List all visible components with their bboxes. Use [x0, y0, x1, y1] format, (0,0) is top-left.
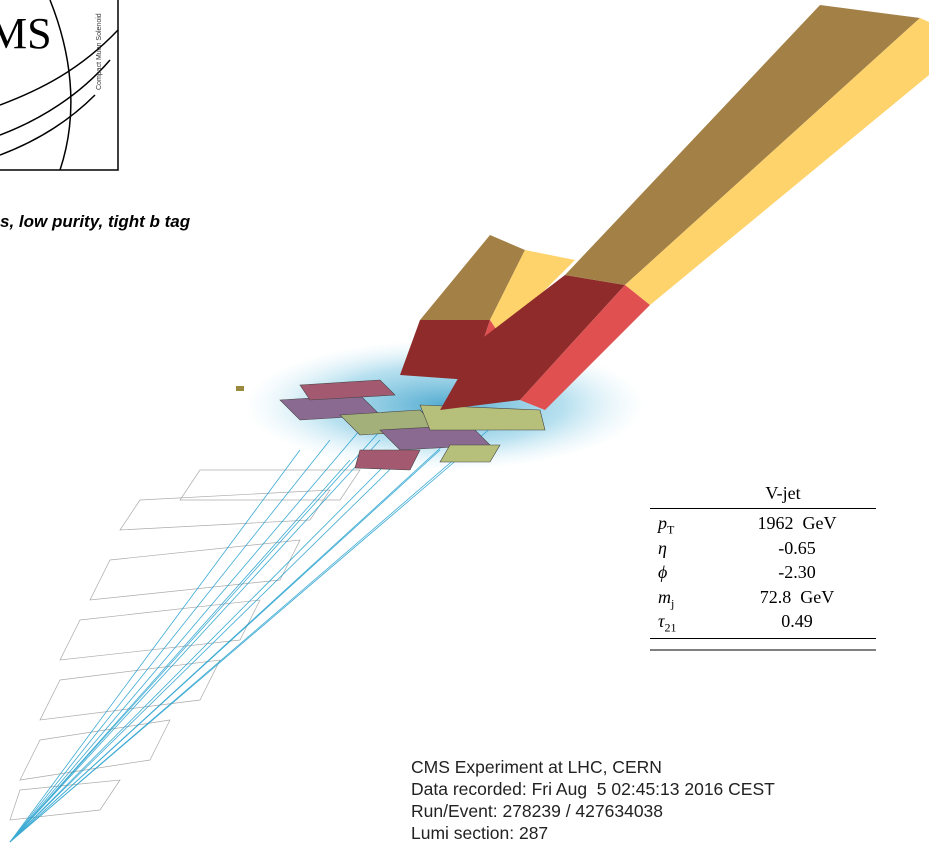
calorimeter-outline	[9, 469, 361, 821]
info-line: Lumi section: 287	[411, 823, 549, 843]
table-row: η -0.65	[650, 536, 876, 561]
ecal-tiles	[279, 379, 546, 471]
symbol: η	[658, 537, 667, 558]
table-row: mj 72.8 GeV	[650, 585, 876, 611]
info-line: Data recorded: Fri Aug 5 02:45:13 2016 C…	[411, 779, 775, 799]
marker	[236, 386, 244, 391]
event-info: CMS Experiment at LHC, CERN Data recorded…	[411, 756, 775, 844]
info-line: Run/Event: 278239 / 427634038	[411, 801, 664, 821]
symbol-subscript: j	[671, 596, 675, 611]
symbol-subscript: T	[667, 522, 675, 537]
caption: s, low purity, tight b tag	[0, 212, 191, 231]
symbol: ϕ	[658, 562, 668, 582]
table-header: V-jet	[650, 478, 876, 509]
value: -0.65	[778, 537, 816, 558]
symbol-cell: τ21	[650, 609, 718, 635]
value: -2.30	[778, 562, 816, 582]
logo-text: MS	[0, 9, 52, 58]
jet-table: V-jet pT 1962 GeV η -0.65 ϕ -2.30 mj 72.8 GeV τ2…	[650, 478, 876, 639]
jet-large	[440, 5, 929, 410]
symbol-subscript: 21	[664, 620, 677, 635]
logo-graphic	[0, 0, 119, 171]
symbol: m	[658, 586, 671, 607]
value: 1962 GeV	[757, 513, 837, 533]
info-line: CMS Experiment at LHC, CERN	[411, 757, 662, 777]
symbol-cell: η	[650, 536, 718, 561]
table-row: pT 1962 GeV	[650, 511, 876, 537]
table-row: τ21 0.49	[650, 609, 876, 635]
symbol-cell: mj	[650, 585, 718, 611]
value: 0.49	[781, 611, 813, 631]
symbol: τ	[658, 611, 665, 631]
tracks	[9, 419, 501, 843]
symbol-cell: ϕ	[650, 560, 718, 585]
table-row: ϕ -2.30	[650, 560, 876, 585]
symbol: p	[658, 513, 667, 533]
logo-subtitle: Compact Muon Solenoid	[96, 13, 103, 90]
symbol-cell: pT	[650, 511, 718, 537]
value: 72.8 GeV	[759, 586, 835, 607]
table-body: pT 1962 GeV η -0.65 ϕ -2.30 mj 72.8 GeV τ21 0.49	[650, 509, 876, 639]
